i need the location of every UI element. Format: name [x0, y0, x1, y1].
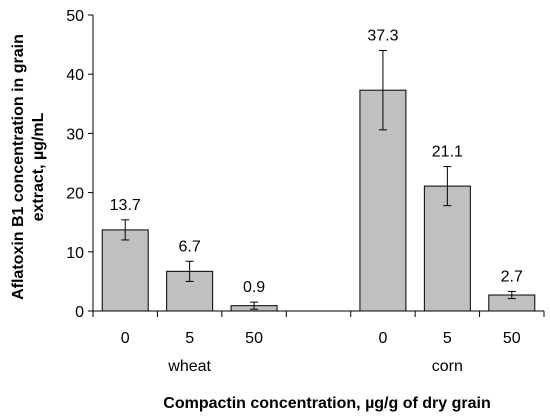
y-tick-label: 30 [66, 126, 84, 143]
data-label: 37.3 [367, 28, 398, 45]
plot-area: 0 10 20 30 40 50 13.7 0 6.7 5 0.9 50 wheat 37.3 0 21.1 5… [66, 8, 545, 375]
data-label: 0.9 [243, 279, 265, 296]
y-axis-title-line-1: Aflatoxin B1 concentration in grain [10, 34, 27, 300]
y-axis-title-line-2: extract, µg/mL [30, 112, 47, 221]
bar [423, 185, 471, 312]
y-tick-label: 10 [66, 245, 84, 262]
group-label: corn [432, 358, 463, 375]
x-category-label: 50 [245, 330, 263, 347]
x-category-label: 50 [503, 330, 521, 347]
bar [101, 229, 149, 312]
data-label: 13.7 [110, 197, 141, 214]
bar [359, 89, 407, 312]
group-label: wheat [167, 358, 211, 375]
y-tick-label: 20 [66, 186, 84, 203]
data-label: 6.7 [179, 238, 201, 255]
y-tick-label: 0 [75, 304, 84, 321]
x-category-label: 0 [121, 330, 130, 347]
x-category-label: 5 [185, 330, 194, 347]
x-category-label: 0 [378, 330, 387, 347]
x-axis-title: Compactin concentration, µg/g of dry gra… [163, 395, 490, 412]
y-tick-label: 40 [66, 67, 84, 84]
data-label: 2.7 [501, 268, 523, 285]
y-tick-label: 50 [66, 8, 84, 25]
x-category-label: 5 [443, 330, 452, 347]
data-label: 21.1 [432, 144, 463, 161]
